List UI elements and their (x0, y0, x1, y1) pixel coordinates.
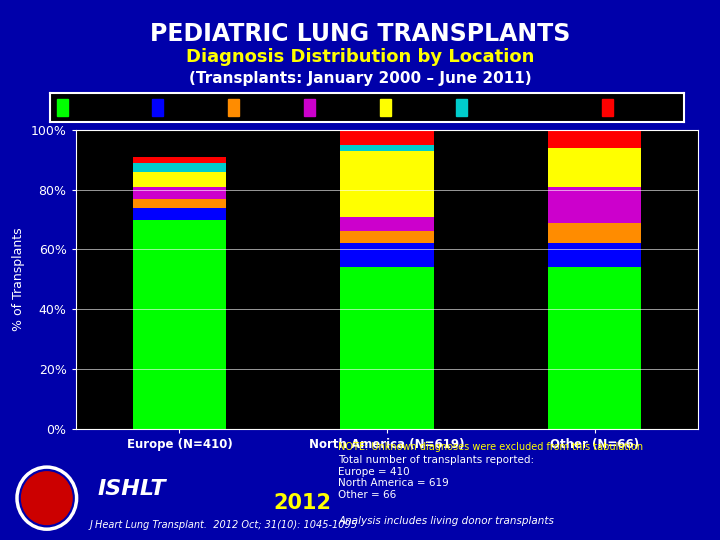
Text: Analysis includes living donor transplants: Analysis includes living donor transplan… (338, 516, 554, 526)
Bar (341, 244, 433, 267)
Text: (Transplants: January 2000 – June 2011): (Transplants: January 2000 – June 2011) (189, 71, 531, 86)
Bar (341, 145, 433, 151)
Text: North America = 619: North America = 619 (338, 478, 449, 489)
Bar (341, 267, 433, 429)
Bar (548, 130, 642, 147)
Text: Other = 66: Other = 66 (338, 490, 397, 501)
Bar (132, 219, 226, 429)
Bar (548, 147, 642, 186)
Bar (132, 172, 226, 186)
Bar (57, 99, 68, 116)
Bar (132, 157, 226, 163)
Bar (341, 130, 433, 145)
Text: Europe = 410: Europe = 410 (338, 467, 410, 477)
Text: J Heart Lung Transplant.  2012 Oct; 31(10): 1045-1095: J Heart Lung Transplant. 2012 Oct; 31(10… (90, 520, 358, 530)
Text: Total number of transplants reported:: Total number of transplants reported: (338, 455, 534, 465)
Bar (228, 99, 239, 116)
Bar (548, 244, 642, 267)
Text: PEDIATRIC LUNG TRANSPLANTS: PEDIATRIC LUNG TRANSPLANTS (150, 22, 570, 45)
Bar (602, 99, 613, 116)
Bar (456, 99, 467, 116)
Text: NOTE: Unknown diagnoses were excluded from this tabulation: NOTE: Unknown diagnoses were excluded fr… (338, 442, 644, 452)
Bar (132, 186, 226, 199)
Y-axis label: % of Transplants: % of Transplants (12, 228, 25, 331)
Bar (341, 232, 433, 244)
Bar (341, 151, 433, 217)
Bar (341, 217, 433, 232)
Bar (152, 99, 163, 116)
Bar (304, 99, 315, 116)
Bar (132, 207, 226, 219)
Text: Diagnosis Distribution by Location: Diagnosis Distribution by Location (186, 48, 534, 65)
Bar (380, 99, 391, 116)
Bar (548, 186, 642, 222)
Bar (132, 199, 226, 207)
Bar (548, 222, 642, 244)
Bar (132, 163, 226, 172)
Text: 2012: 2012 (274, 493, 331, 514)
Text: ISHLT: ISHLT (97, 478, 166, 499)
Bar (548, 267, 642, 429)
Circle shape (22, 472, 72, 524)
